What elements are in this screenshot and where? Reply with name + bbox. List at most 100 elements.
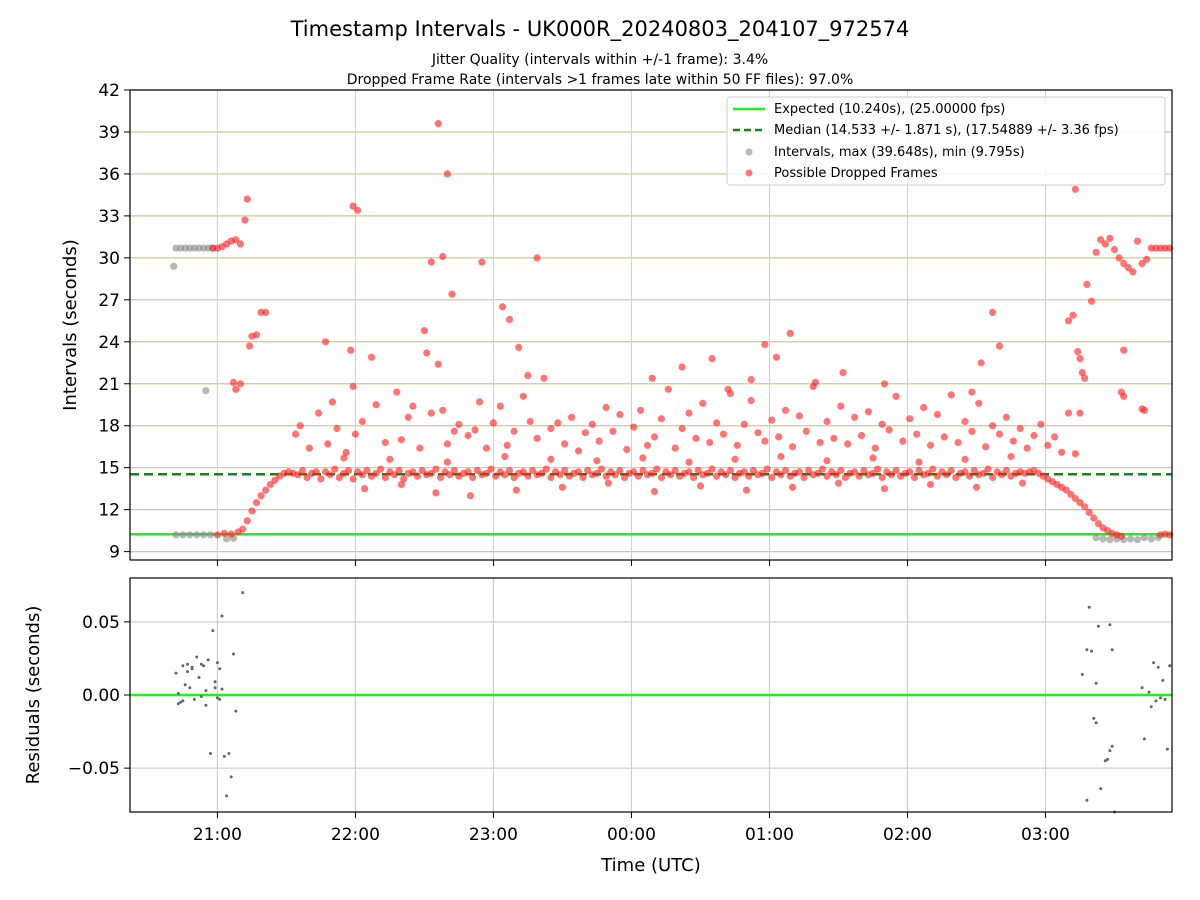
legend: Expected (10.240s), (25.00000 fps) Media…	[726, 96, 1166, 186]
residual-point	[211, 629, 215, 633]
dropped-frame-point	[377, 465, 385, 473]
top-data-points	[170, 120, 1174, 544]
dropped-frame-point	[802, 427, 810, 435]
dropped-frame-point	[246, 342, 254, 350]
dropped-frame-point	[926, 480, 935, 489]
dropped-frame-point	[657, 473, 666, 482]
dropped-frame-point	[236, 240, 244, 248]
top-x-ticks	[216, 560, 1046, 566]
dropped-frame-point	[538, 469, 546, 477]
dropped-frame-point	[239, 525, 247, 533]
residual-point	[1110, 744, 1114, 748]
dropped-frame-point	[878, 420, 886, 428]
dropped-frame-point	[692, 434, 700, 442]
dropped-frame-point	[1076, 409, 1084, 417]
dropped-frame-point	[713, 419, 721, 427]
residual-point	[1142, 737, 1146, 741]
dropped-frame-point	[1064, 317, 1073, 325]
top-y-tick-label: 9	[109, 543, 120, 563]
dropped-frame-point	[604, 479, 613, 487]
dropped-frame-point	[830, 434, 838, 442]
dropped-frame-point	[466, 492, 474, 500]
dropped-frame-point	[620, 473, 629, 482]
residual-point	[204, 703, 208, 707]
dropped-frame-point	[547, 473, 555, 482]
dropped-frame-point	[561, 440, 569, 448]
dropped-frame-point	[696, 482, 705, 490]
dropped-frame-point	[722, 471, 730, 479]
dropped-frame-point	[880, 485, 889, 493]
dropped-frame-point	[1092, 248, 1100, 256]
residual-point	[213, 686, 217, 690]
residual-point	[1156, 665, 1160, 669]
dropped-frame-point	[855, 472, 863, 480]
dropped-frame-point	[1120, 346, 1128, 354]
dropped-frame-point	[482, 469, 491, 477]
dropped-frame-point	[432, 465, 440, 473]
dropped-frame-point	[427, 469, 435, 477]
dropped-frame-point	[443, 170, 451, 178]
dropped-frame-point	[418, 466, 426, 475]
dropped-frame-point	[961, 468, 969, 476]
residual-point	[1096, 624, 1100, 628]
dropped-frame-point	[478, 258, 486, 266]
dropped-frame-point	[1078, 369, 1086, 377]
dropped-frame-point	[968, 388, 976, 396]
dropped-frame-point	[427, 409, 435, 417]
bottom-y-ticks: 0.05 0.00 −0.05	[68, 613, 130, 779]
dropped-frame-point	[294, 471, 302, 479]
residual-point	[222, 754, 226, 758]
dropped-frame-point	[423, 349, 431, 357]
bottom-y-axis-label: Residuals (seconds)	[23, 606, 44, 785]
dropped-frame-point	[708, 465, 716, 473]
dropped-frame-point	[340, 454, 348, 462]
dropped-frame-point	[236, 380, 244, 388]
dropped-frame-point	[772, 353, 781, 361]
dropped-frame-point	[653, 465, 661, 473]
dropped-frame-point	[979, 469, 988, 477]
dropped-frame-point	[393, 388, 401, 396]
dropped-frame-point	[699, 399, 707, 407]
dropped-frame-point	[761, 437, 769, 445]
dropped-frame-point	[1058, 448, 1066, 456]
dropped-frame-point	[446, 471, 454, 479]
x-axis-label: Time (UTC)	[600, 855, 701, 876]
dropped-frame-point	[1074, 348, 1082, 356]
top-y-tick-label: 12	[98, 501, 120, 521]
residual-point	[1094, 721, 1098, 725]
dropped-frame-point	[347, 346, 355, 354]
dropped-frame-point	[609, 427, 617, 435]
dropped-frame-point	[1030, 431, 1038, 440]
residual-point	[218, 667, 222, 671]
dropped-frame-point	[740, 420, 748, 428]
dropped-frame-point	[733, 441, 741, 449]
dropped-frame-point	[476, 398, 484, 406]
dropped-frame-point	[326, 471, 334, 479]
dropped-frame-point	[837, 466, 845, 475]
dropped-frame-point	[989, 473, 997, 482]
dropped-frame-point	[782, 466, 790, 475]
dropped-frame-point	[777, 452, 785, 461]
dropped-frame-point	[952, 473, 960, 482]
dropped-frame-point	[657, 415, 666, 423]
residual-point	[227, 752, 231, 755]
residual-point	[202, 664, 206, 668]
dropped-frame-point	[708, 355, 716, 363]
dropped-frame-point	[271, 476, 279, 484]
dropped-frame-point	[1062, 486, 1070, 494]
residual-point	[1106, 757, 1110, 761]
dropped-frame-point	[450, 466, 458, 475]
dropped-frame-point	[703, 469, 712, 477]
dropped-frame-point	[361, 485, 369, 493]
dropped-frame-point	[581, 429, 590, 437]
dropped-frame-point	[1101, 240, 1109, 248]
dropped-frame-point	[1009, 437, 1017, 445]
dropped-frame-point	[864, 408, 873, 416]
dropped-frame-point	[448, 290, 456, 298]
dropped-frame-point	[512, 486, 521, 494]
dropped-frame-point	[220, 529, 228, 538]
interval-point	[1099, 535, 1107, 543]
x-tick-label: 02:00	[883, 825, 932, 845]
dropped-frame-point	[795, 412, 804, 420]
dropped-frame-point	[1018, 479, 1027, 487]
